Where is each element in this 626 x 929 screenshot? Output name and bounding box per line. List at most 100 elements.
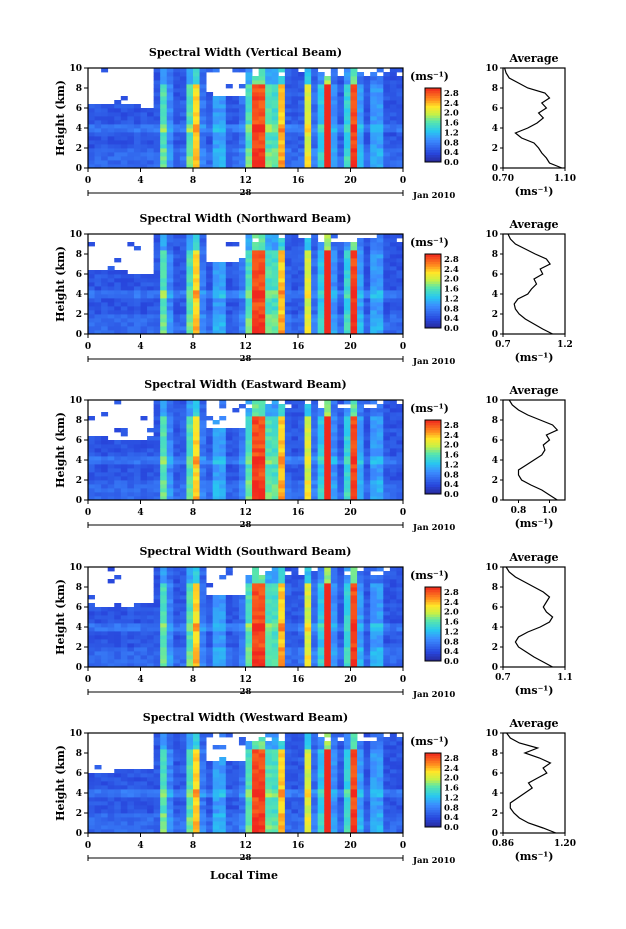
heatmap-cell	[291, 242, 299, 247]
heatmap-cell	[245, 468, 253, 473]
heatmap-cell	[88, 651, 95, 656]
heatmap-cell	[206, 322, 214, 327]
heatmap-cell	[258, 440, 266, 445]
heatmap-cell	[120, 821, 128, 826]
heatmap-cell	[291, 274, 299, 279]
heatmap-cell	[324, 246, 332, 251]
heatmap-cell	[376, 282, 384, 287]
heatmap-cell	[291, 424, 299, 429]
heatmap-cell	[114, 294, 122, 299]
heatmap-cell	[324, 607, 332, 612]
heatmap-cell	[232, 274, 240, 279]
heatmap-cell	[186, 238, 194, 243]
heatmap-cell	[324, 286, 332, 291]
heatmap-cell	[252, 298, 260, 303]
heatmap-cell	[147, 160, 155, 165]
heatmap-cell	[193, 144, 200, 149]
heatmap-cell	[330, 619, 338, 624]
heatmap-cell	[101, 663, 109, 668]
heatmap-cell	[363, 314, 371, 319]
heatmap-cell	[291, 156, 299, 161]
heatmap-cell	[88, 124, 95, 129]
heatmap-cell	[173, 124, 181, 129]
heatmap-cell	[88, 148, 95, 153]
heatmap-cell	[206, 635, 214, 640]
heatmap-cell	[225, 274, 233, 279]
heatmap-cell	[186, 424, 194, 429]
heatmap-cell	[114, 144, 122, 149]
heatmap-cell	[311, 631, 319, 636]
heatmap-cell	[193, 567, 200, 572]
heatmap-cell	[252, 124, 260, 129]
heatmap-cell	[173, 781, 181, 786]
heatmap-cell	[166, 302, 174, 307]
heatmap-cell	[153, 286, 161, 291]
heatmap-cell	[206, 262, 214, 267]
heatmap-cell	[232, 639, 240, 644]
heatmap-cell	[304, 655, 312, 660]
heatmap-cell	[107, 152, 115, 157]
heatmap-cell	[298, 314, 305, 319]
heatmap-cell	[278, 428, 286, 433]
heatmap-cell	[186, 294, 194, 299]
heatmap-cell	[133, 663, 141, 668]
heatmap-cell	[317, 104, 325, 109]
heatmap-cell	[114, 829, 122, 834]
heatmap-cell	[258, 484, 266, 489]
heatmap-cell	[311, 575, 319, 580]
heatmap-cell	[212, 420, 220, 425]
colorbar-segment	[425, 611, 441, 615]
heatmap-cell	[304, 635, 312, 640]
heatmap-cell	[330, 88, 338, 93]
heatmap-cell	[127, 635, 135, 640]
heatmap-cell	[133, 148, 141, 153]
heatmap-cell	[278, 76, 286, 81]
heatmap-cell	[252, 314, 260, 319]
heatmap-cell	[337, 420, 345, 425]
heatmap-cell	[330, 444, 338, 449]
heatmap-cell	[173, 238, 181, 243]
heatmap-cell	[133, 615, 141, 620]
heatmap-cell	[206, 488, 214, 493]
heatmap-cell	[160, 579, 168, 584]
heatmap-cell	[219, 655, 227, 660]
heatmap-cell	[357, 246, 365, 251]
heatmap-cell	[330, 116, 338, 121]
heatmap-cell	[120, 825, 128, 830]
heatmap-cell	[127, 773, 135, 778]
heatmap-cell	[166, 825, 174, 830]
heatmap-cell	[193, 112, 200, 117]
heatmap-cell	[258, 314, 266, 319]
colorbar-tick-label: 2.8	[444, 89, 459, 99]
heatmap-cell	[120, 326, 128, 331]
heatmap-cell	[357, 663, 365, 668]
heatmap-cell	[370, 72, 378, 77]
heatmap-cell	[258, 583, 266, 588]
heatmap-cell	[245, 464, 253, 469]
heatmap-cell	[186, 88, 194, 93]
heatmap-cell	[166, 484, 174, 489]
heatmap-cell	[284, 432, 292, 437]
heatmap-cell	[370, 603, 378, 608]
heatmap-cell	[107, 643, 115, 648]
heatmap-cell	[389, 460, 397, 465]
heatmap-cell	[107, 444, 115, 449]
heatmap-cell	[258, 330, 266, 335]
heatmap-cell	[324, 635, 332, 640]
heatmap-cell	[212, 156, 220, 161]
colorbar-segment	[425, 122, 441, 126]
heatmap-cell	[101, 104, 109, 109]
heatmap-cell	[271, 132, 279, 137]
heatmap-cell	[160, 655, 168, 660]
heatmap-cell	[147, 326, 155, 331]
colorbar-segment	[425, 491, 441, 495]
heatmap-cell	[232, 136, 240, 141]
heatmap-cell	[225, 436, 233, 441]
heatmap-cell	[199, 635, 207, 640]
heatmap-cell	[343, 615, 351, 620]
heatmap-cell	[94, 278, 102, 283]
heatmap-cell	[160, 639, 168, 644]
heatmap-cell	[370, 579, 378, 584]
heatmap-cell	[298, 631, 305, 636]
heatmap-cell	[363, 326, 371, 331]
